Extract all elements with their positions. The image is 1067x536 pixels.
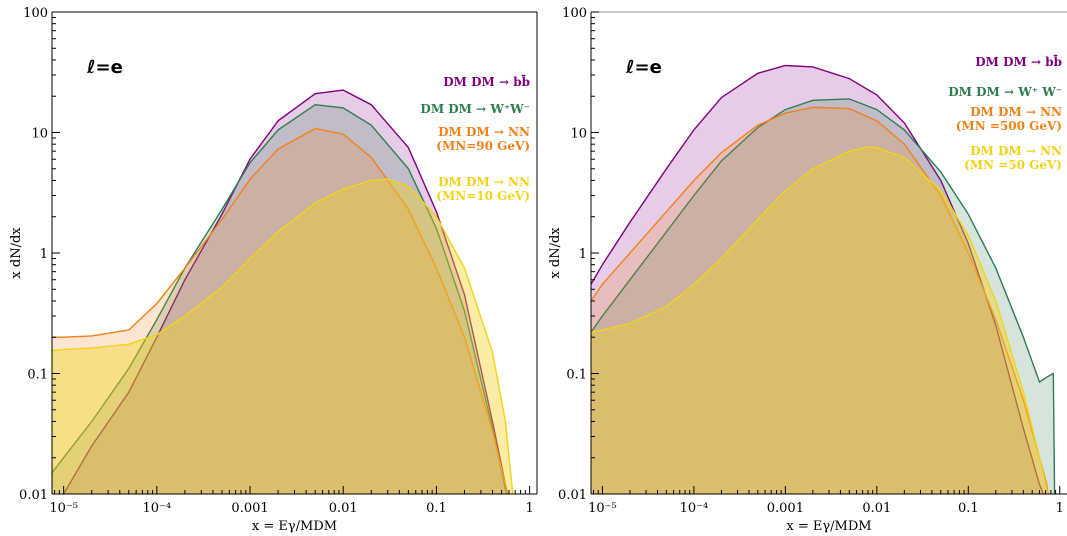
series-area-ww [591,98,1055,494]
plot-area [52,89,514,494]
x-tick-label: 0.001 [767,501,804,516]
legend-sublabel-nn90: (MN =500 GeV) [956,119,1062,133]
y-tick-label: 100 [562,6,587,21]
y-tick-label: 10 [570,127,587,142]
x-axis-label: x = Eγ/MDM [252,519,337,534]
x-tick-label: 0.1 [958,501,979,516]
series-area-nn10 [52,179,513,494]
x-tick-label: 10⁻⁴ [143,501,172,516]
legend-entry-nn10: DM DM → NN [438,175,530,189]
legend-entry-nn90: DM DM → NN [438,125,530,139]
x-tick-label: 10⁻⁵ [49,501,78,516]
x-tick-label: 0.01 [862,501,891,516]
legend-sublabel-nn10: (MN =50 GeV) [964,158,1062,172]
y-tick-label: 1 [579,247,587,262]
y-tick-label: 0.1 [566,368,587,383]
series-area-nn10 [591,146,1048,494]
series-line-nn10 [52,178,514,494]
legend-entry-ww: DM DM → W⁺W⁻ [420,102,530,116]
y-tick-label: 0.01 [19,488,48,503]
y-tick-label: 10 [31,127,48,142]
legend-sublabel-nn10: (MN=10 GeV) [436,189,530,203]
series-line-bb [591,64,1045,494]
y-tick-label: 0.01 [558,488,587,503]
panel-label: ℓ=e [625,57,662,78]
right-panel: 0.01 0.1 1 10 100 10⁻⁵ 10⁻⁴ 0.001 0.01 0.1 1 x = Eγ… [548,6,1067,534]
series-line-ww [591,98,1056,494]
series-area-bb [63,90,508,494]
y-tick-label: 100 [23,6,48,21]
series-area-bb [591,65,1044,494]
y-tick-label: 1 [40,247,48,262]
series-area-ww [52,104,507,494]
series-line-nn90 [52,127,509,494]
x-tick-label: 0.1 [426,501,447,516]
legend-sublabel-nn90: (MN=90 GeV) [436,139,530,153]
x-tick-label: 10⁻⁵ [588,501,617,516]
y-axis-label: x dN/dx [548,227,563,279]
legend-entry-ww: DM DM → W⁺ W⁻ [948,85,1062,99]
legend-entry-nn10: DM DM → NN [970,144,1062,158]
legend-entry-bb: DM DM → bb̄ [443,73,530,89]
series-line-ww [52,103,508,494]
series-line-nn90 [591,106,1049,494]
series-area-nn90 [52,128,508,494]
legend-entry-bb: DM DM → bb̄ [975,53,1062,69]
y-tick-label: 0.1 [27,368,48,383]
x-tick-label: 1 [1056,501,1064,516]
plot-area [591,64,1056,494]
series-area-nn90 [591,107,1049,494]
legend-entry-nn90: DM DM → NN [970,105,1062,119]
x-axis-label: x = Eγ/MDM [786,519,871,534]
series-line-nn10 [591,146,1049,494]
series-line-bb [62,89,509,494]
x-tick-label: 0.01 [329,501,358,516]
left-panel: 0.01 0.1 1 10 100 10⁻⁵ 10⁻⁴ 0.001 0.01 0.1 1 x = Eγ… [9,6,538,534]
x-tick-label: 1 [525,501,533,516]
x-tick-label: 10⁻⁴ [680,501,709,516]
x-tick-label: 0.001 [231,501,268,516]
panel-label: ℓ=e [86,57,123,78]
y-axis-label: x dN/dx [9,227,24,279]
